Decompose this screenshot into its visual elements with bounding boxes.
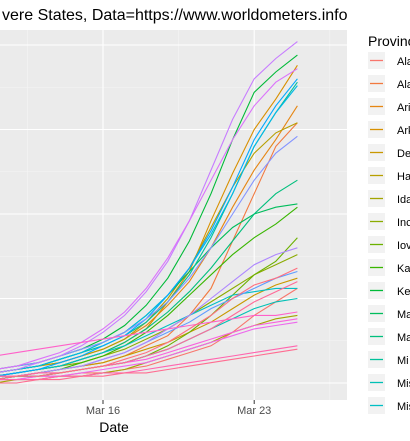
- legend-title: Provinc: [368, 33, 410, 49]
- legend-item: Mi: [368, 351, 409, 368]
- legend-label: Ka: [397, 263, 410, 275]
- legend-item: Ma: [368, 305, 410, 322]
- legend-item: Mis: [368, 374, 410, 391]
- legend-item: Mis: [368, 397, 410, 414]
- legend-label: Mis: [397, 401, 410, 413]
- chart-title: vere States, Data=https://www.worldomete…: [2, 7, 348, 24]
- series-line-21: [0, 41, 298, 373]
- legend-item: Ark: [368, 121, 410, 138]
- legend-label: De: [397, 148, 410, 160]
- legend-item: Ala: [368, 75, 410, 92]
- legend-label: Iov: [397, 240, 410, 252]
- x-ticks: Mar 16 Mar 23: [86, 400, 271, 417]
- legend: Ala Ala Ari Ark De Ha Ida Inc Iov Ka Ke Ma Ma Mi Mis Mi…: [368, 52, 410, 414]
- legend-item: Ala: [368, 52, 410, 69]
- x-tick-label: Mar 16: [86, 405, 120, 417]
- grid-minor: [0, 30, 347, 400]
- legend-label: Ke: [397, 286, 410, 298]
- legend-item: De: [368, 144, 410, 161]
- series-line-27: [0, 348, 298, 384]
- legend-label: Ari: [397, 102, 410, 114]
- series-line-22: [0, 68, 298, 370]
- series-line-23: [0, 321, 298, 381]
- series-layer: [0, 41, 298, 384]
- legend-item: Ka: [368, 259, 410, 276]
- legend-label: Ala: [397, 79, 410, 91]
- legend-label: Ha: [397, 171, 410, 183]
- legend-label: Ida: [397, 194, 410, 206]
- series-line-29: [0, 267, 298, 380]
- legend-label: Ala: [397, 56, 410, 68]
- legend-label: Ma: [397, 309, 410, 321]
- legend-label: Mi: [397, 355, 409, 367]
- legend-item: Iov: [368, 236, 410, 253]
- series-line-15: [0, 287, 298, 376]
- series-line-20: [0, 247, 298, 377]
- legend-item: Ke: [368, 282, 410, 299]
- x-tick-label: Mar 23: [237, 405, 271, 417]
- legend-label: Ark: [397, 125, 410, 137]
- legend-item: Ari: [368, 98, 410, 115]
- legend-item: Ma: [368, 328, 410, 345]
- series-line-28: [0, 281, 298, 377]
- series-line-26: [0, 345, 298, 381]
- x-axis-label: Date: [99, 419, 129, 435]
- series-line-16: [0, 85, 298, 373]
- legend-item: Ida: [368, 190, 410, 207]
- legend-label: Ma: [397, 332, 410, 344]
- legend-label: Inc: [397, 217, 410, 229]
- series-line-25: [0, 311, 298, 356]
- legend-item: Ha: [368, 167, 410, 184]
- legend-item: Inc: [368, 213, 410, 230]
- legend-label: Mis: [397, 378, 410, 390]
